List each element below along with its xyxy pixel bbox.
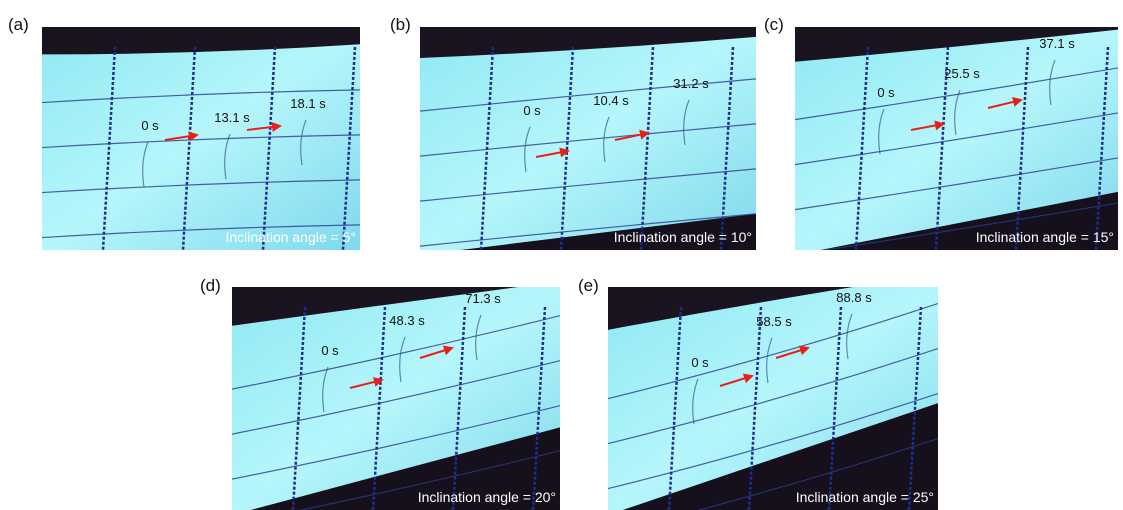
time-label: 0 s [523,103,541,118]
time-label: 31.2 s [673,76,709,91]
time-label: 48.3 s [389,313,425,328]
panel-label: (e) [578,276,599,295]
caption: Inclination angle = 25° [796,489,934,505]
time-label: 71.3 s [465,291,501,306]
time-label: 58.5 s [756,314,792,329]
time-label: 25.5 s [944,66,980,81]
panel-label: (d) [200,276,221,295]
time-label: 13.1 s [214,110,250,125]
caption: Inclination angle = 5° [225,229,356,245]
time-label: 0 s [141,118,159,133]
time-label: 18.1 s [290,96,326,111]
caption: Inclination angle = 10° [614,229,752,245]
photo [608,273,938,510]
time-label: 37.1 s [1039,36,1075,51]
panel: (b) 0 s 10.4 s 31.2 s Inclination angle = 10… [390,15,756,255]
panel-label: (b) [390,15,411,34]
paper [42,27,360,250]
photo [420,27,756,255]
panel: (c) 0 s 25.5 s 37.1 s Inclination angle = 15… [764,15,1118,255]
figure: (a) 0 s 13.1 s 18.1 s Inclination angle = 5°… [0,0,1123,510]
caption: Inclination angle = 20° [418,489,556,505]
time-label: 0 s [691,355,709,370]
panel: (d) 0 s 48.3 s 71.3 s Inclination angle = 20… [200,276,560,510]
time-label: 10.4 s [593,93,629,108]
panel-label: (a) [8,15,29,34]
paper [420,27,756,250]
time-label: 88.8 s [836,290,872,305]
panel: (e) 0 s 58.5 s 88.8 s Inclination angle = 25… [578,273,938,510]
time-label: 0 s [321,343,339,358]
photo [795,27,1118,255]
time-label: 0 s [877,85,895,100]
panel-label: (c) [764,15,784,34]
panel: (a) 0 s 13.1 s 18.1 s Inclination angle = 5° [8,15,360,250]
caption: Inclination angle = 15° [976,229,1114,245]
photo [42,27,360,250]
